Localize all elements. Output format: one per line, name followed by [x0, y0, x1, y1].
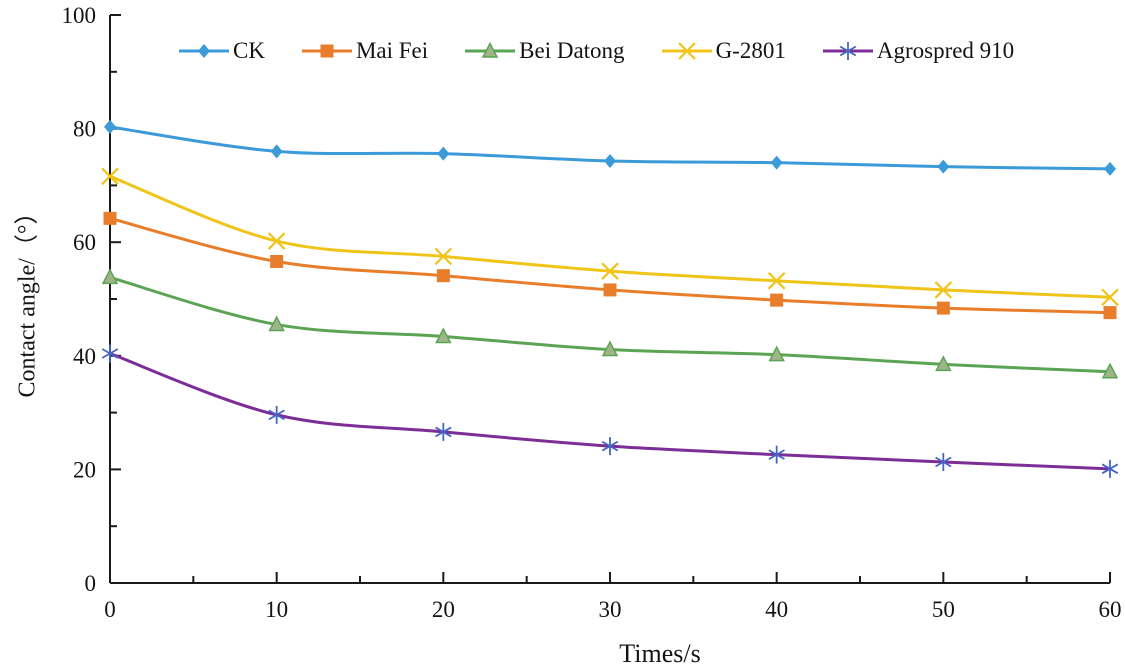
square-marker-icon — [270, 255, 284, 269]
x-tick-label: 20 — [432, 597, 455, 622]
series-line — [108, 216, 1112, 315]
series-g-2801 — [101, 167, 1119, 307]
square-marker-icon — [770, 293, 784, 307]
series-bei-datong — [101, 268, 1119, 379]
diamond-marker-icon — [770, 155, 783, 170]
legend-diamond-marker-icon — [178, 38, 230, 64]
asterisk-marker-icon — [1101, 463, 1119, 475]
x-marker-icon — [267, 232, 286, 250]
legend-label-bei-datong: Bei Datong — [519, 38, 625, 63]
series-markers — [103, 211, 1117, 320]
diamond-marker-icon — [104, 119, 116, 134]
diamond-marker-icon — [937, 159, 950, 174]
square-marker-icon — [436, 269, 450, 283]
triangle-marker-icon — [101, 268, 119, 285]
diamond-marker-icon — [1104, 161, 1116, 176]
legend-label-agrospred-910: Agrospred 910 — [876, 38, 1015, 63]
square-marker-icon — [320, 44, 334, 58]
series-markers — [101, 268, 1119, 379]
series-mai-fei — [103, 211, 1117, 320]
x-tick-label: 30 — [599, 597, 622, 622]
legend-asterisk-marker-icon — [822, 38, 874, 64]
legend-item-agrospred-910: Agrospred 910 — [822, 38, 1014, 64]
asterisk-marker-icon — [268, 409, 285, 421]
legend-triangle-marker-icon — [464, 38, 516, 64]
x-axis-title: Times/s — [619, 639, 701, 668]
asterisk-marker-icon — [601, 440, 619, 452]
series-markers — [101, 167, 1119, 307]
axes — [109, 15, 1110, 584]
triangle-marker-icon — [481, 41, 499, 58]
x-tick-label: 0 — [104, 597, 116, 622]
asterisk-marker-icon — [839, 45, 857, 57]
x-marker-icon — [601, 262, 619, 280]
legend-label-ck: CK — [233, 38, 265, 63]
y-tick-label: 0 — [85, 571, 97, 596]
y-tick-label: 20 — [73, 457, 96, 482]
asterisk-marker-icon — [935, 456, 952, 468]
legend-item-ck: CK — [178, 38, 265, 64]
x-marker-icon — [934, 281, 953, 299]
legend-item-g2801: G-2801 — [661, 38, 786, 64]
diamond-marker-icon — [270, 144, 283, 159]
square-marker-icon — [936, 301, 950, 315]
asterisk-marker-icon — [101, 348, 119, 359]
y-tick-label: 100 — [62, 3, 97, 28]
series-line — [108, 174, 1112, 299]
series-ck — [104, 119, 1116, 176]
triangle-marker-icon — [768, 345, 785, 362]
triangle-marker-icon — [935, 355, 952, 372]
triangle-marker-icon — [601, 340, 619, 357]
axis-ticks — [109, 14, 1111, 584]
legend-item-bei-datong: Bei Datong — [464, 38, 625, 64]
x-tick-label: 40 — [765, 597, 788, 622]
diamond-marker-icon — [198, 44, 210, 58]
y-tick-label: 40 — [73, 344, 96, 369]
x-tick-label: 50 — [932, 597, 955, 622]
x-marker-icon — [767, 272, 786, 290]
asterisk-marker-icon — [768, 449, 785, 460]
x-marker-icon — [677, 42, 696, 60]
diamond-marker-icon — [604, 153, 616, 168]
x-tick-label: 10 — [265, 597, 288, 622]
asterisk-marker-icon — [435, 426, 452, 438]
legend-label-mai-fei: Mai Fei — [355, 38, 429, 63]
y-axis-title: Contact angle/（°） — [14, 200, 41, 398]
triangle-marker-icon — [435, 327, 452, 344]
legend-label-g2801: G-2801 — [715, 38, 786, 63]
tick-labels: 0 20 40 60 80 100 0 10 20 30 40 50 60 — [62, 3, 1122, 622]
square-marker-icon — [1103, 306, 1117, 320]
x-marker-icon — [1101, 288, 1119, 307]
y-tick-label: 60 — [73, 230, 96, 255]
diamond-marker-icon — [437, 146, 450, 161]
legend-square-marker-icon — [301, 38, 353, 64]
triangle-marker-icon — [268, 315, 285, 332]
series-markers — [101, 344, 1119, 478]
legend: CK Mai Fei Bei Datong G-2801 Agrospred 9… — [178, 38, 1014, 64]
x-marker-icon — [434, 247, 453, 266]
y-tick-label: 80 — [73, 117, 96, 142]
x-marker-icon — [101, 167, 119, 186]
legend-item-mai-fei: Mai Fei — [301, 38, 428, 64]
legend-x-marker-icon — [661, 38, 713, 64]
triangle-marker-icon — [1101, 362, 1119, 379]
x-tick-label: 60 — [1099, 597, 1122, 622]
square-marker-icon — [103, 211, 117, 225]
series-markers — [104, 119, 1116, 176]
series-agrospred-910 — [101, 344, 1119, 478]
square-marker-icon — [603, 283, 617, 297]
